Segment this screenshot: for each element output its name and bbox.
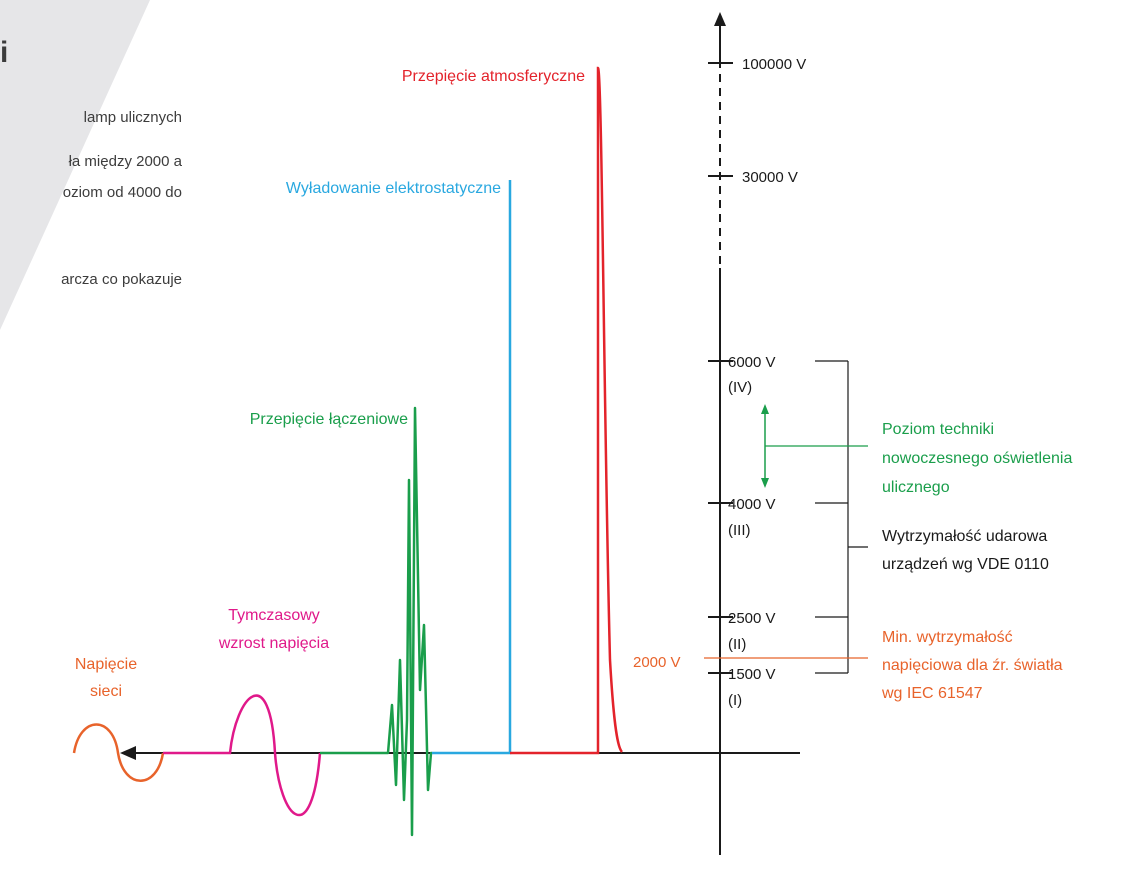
corner-text-line-4: arcza co pokazuje [61, 271, 182, 288]
esd-waveform [432, 180, 512, 755]
corner-text-line-3: oziom od 4000 do [62, 184, 182, 201]
tick-sub-1500: (I) [728, 692, 742, 709]
label-mains-2: sieci [90, 683, 122, 700]
label-lightning: Przepięcie atmosferyczne [402, 68, 585, 85]
voltage-axis-arrowhead [714, 12, 726, 26]
switching-waveform [320, 406, 433, 837]
label-mains-1: Napięcie [75, 656, 137, 673]
mains-waveform [72, 723, 165, 782]
tick-sub-4000: (III) [728, 522, 751, 539]
tick-label-4000: 4000 V [728, 496, 776, 513]
annotation-vde-2: urządzeń wg VDE 0110 [882, 556, 1049, 573]
tick-label-30000: 30000 V [742, 169, 798, 186]
lightning-waveform [510, 66, 624, 755]
corner-text-line-2: ła między 2000 a [68, 153, 182, 170]
annotation-iec-3: wg IEC 61547 [881, 685, 983, 702]
tick-sub-2500: (II) [728, 636, 746, 653]
label-esd: Wyładowanie elektrostatyczne [286, 180, 501, 197]
modern-range-arrow-down-icon [761, 478, 769, 488]
temporary-waveform [163, 694, 322, 817]
corner-text-line-1: lamp ulicznych [83, 109, 182, 126]
tick-sub-6000: (IV) [728, 379, 752, 396]
tick-label-100000: 100000 V [742, 56, 806, 73]
annotation-modern-1: Poziom techniki [882, 421, 994, 438]
corner-panel-shape [0, 0, 150, 330]
annotation-modern-3: ulicznego [882, 479, 950, 496]
annotation-iec-1: Min. wytrzymałość [882, 629, 1013, 646]
corner-title: i [0, 36, 9, 69]
annotation-iec-2: napięciowa dla źr. światła [882, 657, 1063, 674]
tick-label-1500: 1500 V [728, 666, 776, 683]
annotation-vde-1: Wytrzymałość udarowa [882, 528, 1047, 545]
label-temporary-1: Tymczasowy [228, 607, 320, 624]
label-temporary-2: wzrost napięcia [218, 635, 329, 652]
tick-label-2500: 2500 V [728, 610, 776, 627]
label-switching: Przepięcie łączeniowe [250, 411, 408, 428]
reference-2000-label: 2000 V [633, 654, 681, 671]
tick-label-6000: 6000 V [728, 354, 776, 371]
modern-range-arrow-up-icon [761, 404, 769, 414]
time-axis-arrowhead [120, 746, 136, 760]
annotation-modern-2: nowoczesnego oświetlenia [882, 450, 1072, 467]
